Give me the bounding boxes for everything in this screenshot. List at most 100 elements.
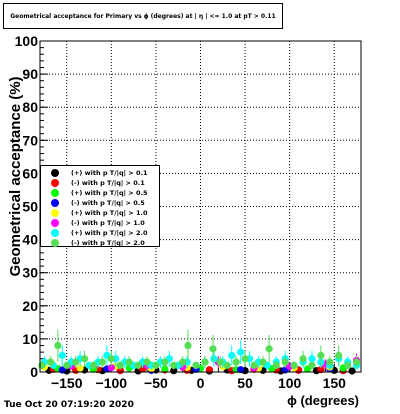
data-point — [107, 364, 115, 372]
x-tick-label: 0 — [197, 375, 205, 391]
legend-marker-icon — [51, 189, 59, 197]
data-point — [281, 358, 289, 366]
legend-entry: (-) with p T/|q| > 0.5 — [41, 198, 159, 208]
data-point — [184, 341, 192, 350]
legend-label: (+) with p T/|q| > 2.0 — [71, 229, 148, 237]
data-point — [237, 348, 245, 356]
data-point — [308, 355, 316, 363]
legend-entry: (+) with p T/|q| > 1.0 — [41, 208, 159, 218]
legend-label: (+) with p T/|q| > 0.1 — [71, 169, 148, 177]
data-point — [134, 361, 142, 369]
data-point — [232, 358, 240, 366]
legend-entry: (-) with p T/|q| > 0.1 — [41, 178, 159, 188]
data-point — [265, 345, 273, 353]
legend-entry: (-) with p T/|q| > 1.0 — [41, 218, 159, 228]
data-point — [72, 358, 80, 366]
data-point — [47, 358, 55, 366]
legend-marker-icon — [51, 209, 59, 217]
x-axis-label: ϕ (degrees) — [287, 393, 359, 408]
legend-entry: (+) with p T/|q| > 0.5 — [41, 188, 159, 198]
y-tick-label: 100 — [15, 33, 39, 49]
x-tick-label: 100 — [278, 375, 302, 391]
data-point — [161, 358, 169, 366]
data-point — [125, 358, 133, 366]
legend-label: (+) with p T/|q| > 0.5 — [71, 189, 148, 197]
data-point — [308, 361, 316, 369]
timestamp: Tue Oct 20 07:19:20 2020 — [4, 400, 134, 410]
chart-title: Geometrical acceptance for Primary vs ϕ … — [3, 3, 283, 29]
data-point — [317, 366, 325, 374]
y-tick-label: 90 — [22, 66, 38, 82]
y-tick-label: 30 — [22, 265, 38, 281]
data-point — [290, 361, 298, 369]
data-point — [344, 361, 352, 369]
data-point — [348, 367, 356, 375]
data-point — [152, 361, 160, 369]
data-point — [38, 361, 46, 369]
data-point — [205, 366, 214, 374]
data-point — [299, 355, 307, 363]
y-tick-label: 60 — [22, 165, 38, 181]
y-tick-label: 80 — [22, 99, 38, 115]
data-point — [223, 361, 231, 369]
legend-marker-icon — [51, 229, 59, 237]
series-7 — [38, 329, 361, 370]
legend-marker-icon — [51, 239, 59, 247]
legend: (+) with p T/|q| > 0.1 (-) with p T/|q| >… — [40, 165, 160, 247]
x-tick-label: 150 — [323, 375, 347, 391]
y-ticks: 0 10 20 30 40 50 60 70 80 90 100 — [15, 33, 48, 380]
data-point — [250, 361, 258, 369]
legend-label: (-) with p T/|q| > 1.0 — [71, 219, 145, 227]
y-tick-label: 40 — [22, 232, 38, 248]
data-point — [326, 358, 334, 366]
data-point — [58, 351, 66, 360]
legend-marker-icon — [51, 169, 59, 177]
legend-marker-icon — [51, 219, 59, 227]
legend-entry: (+) with p T/|q| > 0.1 — [41, 168, 159, 178]
legend-entry: (-) with p T/|q| > 2.0 — [41, 238, 159, 248]
data-point — [352, 358, 361, 366]
legend-label: (-) with p T/|q| > 2.0 — [71, 239, 145, 247]
data-point — [143, 358, 151, 366]
y-axis-label: Geometrical acceptance (%) — [7, 76, 24, 276]
data-point — [116, 361, 124, 369]
y-tick-label: 70 — [22, 132, 38, 148]
data-point — [98, 358, 107, 366]
data-point — [209, 345, 217, 353]
data-point — [237, 366, 245, 374]
data-point — [317, 351, 325, 360]
data-point — [161, 365, 169, 373]
data-points — [38, 329, 361, 375]
y-tick-label: 20 — [22, 298, 38, 314]
data-point — [192, 361, 200, 369]
y-tick-label: 50 — [22, 199, 38, 215]
x-tick-label: −150 — [51, 375, 83, 391]
data-point — [179, 358, 187, 366]
data-point — [201, 358, 209, 366]
legend-marker-icon — [51, 199, 59, 207]
legend-entry: (+) with p T/|q| > 2.0 — [41, 228, 159, 238]
data-point — [54, 341, 62, 350]
data-point — [63, 361, 71, 369]
legend-label: (-) with p T/|q| > 0.5 — [71, 199, 145, 207]
data-point — [210, 355, 218, 363]
x-tick-label: −100 — [96, 375, 128, 391]
legend-marker-icon — [51, 179, 59, 187]
data-point — [272, 361, 280, 369]
legend-label: (-) with p T/|q| > 0.1 — [71, 179, 145, 187]
data-point — [170, 361, 178, 369]
data-point — [241, 355, 249, 363]
data-point — [80, 355, 89, 363]
data-point — [335, 351, 343, 360]
y-tick-label: 0 — [30, 364, 38, 380]
data-point — [259, 358, 267, 366]
data-point — [228, 351, 236, 360]
data-point — [76, 364, 84, 372]
x-tick-label: 50 — [237, 375, 253, 391]
data-point — [216, 358, 224, 366]
data-point — [89, 361, 98, 369]
x-tick-label: −50 — [144, 375, 168, 391]
y-tick-label: 10 — [22, 331, 38, 347]
legend-label: (+) with p T/|q| > 1.0 — [71, 209, 148, 217]
